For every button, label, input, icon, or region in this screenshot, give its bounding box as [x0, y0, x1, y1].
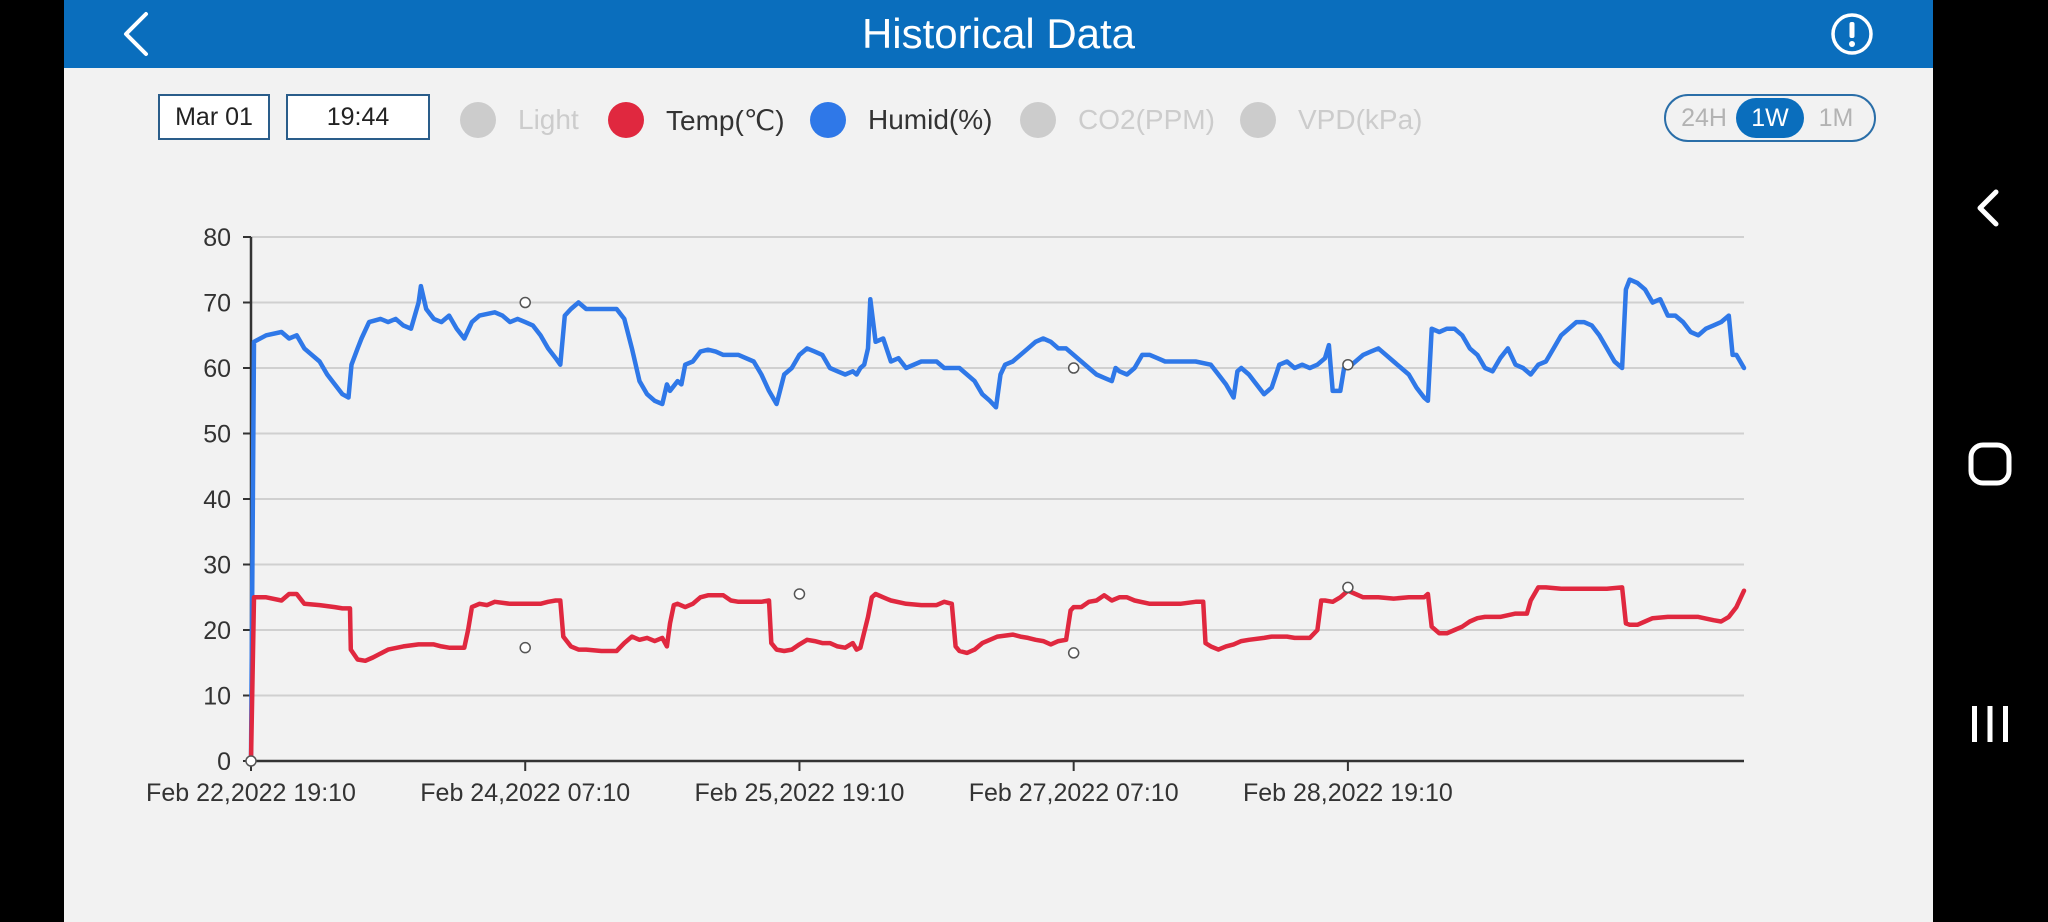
- chevron-left-icon: [124, 12, 148, 56]
- data-point-marker: [519, 641, 531, 654]
- exclamation-circle-icon: [1831, 13, 1873, 55]
- y-tick-label: 80: [203, 224, 231, 252]
- legend-toggle-vpd[interactable]: VPD(kPa): [1240, 92, 1422, 148]
- legend-toggle-light[interactable]: Light: [460, 92, 579, 148]
- y-tick-label: 0: [217, 748, 231, 776]
- app-screen: Historical Data Mar 01 19:44 Light Temp(…: [64, 0, 1933, 922]
- y-tick-label: 70: [203, 290, 231, 318]
- data-point-marker: [1342, 581, 1354, 594]
- nav-home-icon: [1968, 442, 2012, 486]
- data-point-marker: [519, 296, 531, 309]
- y-tick-label: 60: [203, 355, 231, 383]
- date-picker[interactable]: Mar 01: [158, 94, 270, 140]
- range-selector: 24H 1W 1M: [1664, 94, 1876, 142]
- y-tick-label: 30: [203, 552, 231, 580]
- legend-toggle-co2[interactable]: CO2(PPM): [1020, 92, 1215, 148]
- time-picker[interactable]: 19:44: [286, 94, 430, 140]
- page-title: Historical Data: [861, 10, 1136, 57]
- legend-dot: [1020, 102, 1056, 138]
- range-option-24h[interactable]: 24H: [1681, 104, 1727, 132]
- header-bar: Historical Data: [64, 0, 1933, 68]
- legend-toggle-humid[interactable]: Humid(%): [810, 92, 992, 148]
- y-tick-label: 40: [203, 486, 231, 514]
- y-tick-label: 20: [203, 617, 231, 645]
- nav-recents-icon: [1972, 706, 2008, 742]
- data-point-marker: [793, 588, 806, 600]
- nav-home-button[interactable]: [1958, 432, 2022, 496]
- series-line: [248, 585, 1747, 764]
- data-point-marker: [1067, 362, 1080, 374]
- info-button[interactable]: [1830, 12, 1874, 56]
- x-tick-label: Feb 27,2022 07:10: [969, 779, 1179, 807]
- x-tick-label: Feb 22,2022 19:10: [146, 779, 356, 807]
- y-tick-label: 10: [203, 683, 231, 711]
- series-line: [248, 277, 1747, 764]
- history-chart: 0 10 20 30 40 50 60 70 80 Feb 22,2022 19:10 Feb 24…: [146, 224, 1747, 807]
- range-option-1m[interactable]: 1M: [1818, 104, 1854, 132]
- controls-bar: Mar 01 19:44 Light Temp(℃) Humid(%) CO2(…: [64, 92, 1933, 148]
- back-button[interactable]: [114, 8, 166, 60]
- legend-dot: [460, 102, 496, 138]
- x-tick-label: Feb 24,2022 07:10: [420, 779, 630, 807]
- legend-label: Humid(%): [868, 104, 993, 135]
- legend-label: Light: [518, 104, 579, 135]
- data-point-marker: [245, 755, 257, 767]
- legend-label: CO2(PPM): [1078, 104, 1215, 135]
- nav-recents-button[interactable]: [1958, 692, 2022, 756]
- legend-label: Temp(℃): [666, 104, 785, 136]
- nav-back-button[interactable]: [1958, 176, 2022, 240]
- x-tick-label: Feb 25,2022 19:10: [694, 779, 904, 807]
- nav-back-icon: [1977, 189, 1999, 227]
- legend-dot: [810, 102, 846, 138]
- system-nav-bar: [1933, 0, 2048, 922]
- data-point-marker: [1067, 647, 1080, 659]
- range-option-1w[interactable]: 1W: [1736, 98, 1804, 138]
- legend-dot: [1240, 102, 1276, 138]
- x-tick-label: Feb 28,2022 19:10: [1243, 779, 1453, 807]
- y-tick-label: 50: [203, 421, 231, 449]
- data-point-marker: [1342, 358, 1354, 371]
- legend-label: VPD(kPa): [1298, 104, 1423, 135]
- legend-toggle-temp[interactable]: Temp(℃): [608, 92, 785, 148]
- legend-dot: [608, 102, 644, 138]
